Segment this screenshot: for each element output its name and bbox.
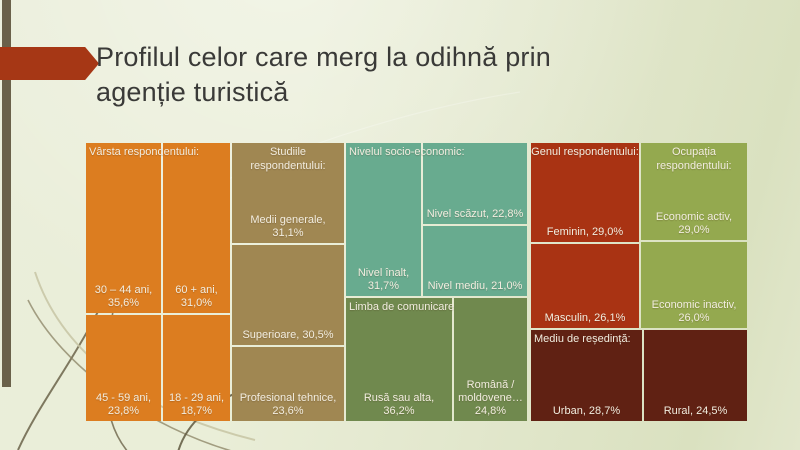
- title-ribbon-arrow-icon: [0, 47, 99, 80]
- treemap-block-label: Nivel scăzut, 22,8%: [426, 208, 524, 220]
- treemap-block-60-plus-ani: 60 + ani, 31,0%: [163, 143, 230, 313]
- treemap-block-label: Economic activ, 29,0%: [655, 211, 733, 236]
- treemap-block-label: Economic inactiv, 26,0%: [651, 299, 737, 324]
- treemap-block-economic-inactiv: Economic inactiv, 26,0%: [641, 242, 747, 328]
- treemap-block-romana-moldoveneasca: Română / moldovene… 24,8%: [454, 298, 527, 421]
- treemap-block-label: Română / moldovene… 24,8%: [458, 379, 523, 417]
- treemap-block-masculin: Masculin, 26,1%: [531, 244, 639, 328]
- treemap-block-label: Rusă sau alta, 36,2%: [363, 392, 435, 417]
- treemap-block-label: 30 – 44 ani, 35,6%: [94, 284, 153, 309]
- treemap-block-label: Feminin, 29,0%: [546, 226, 624, 238]
- treemap-block-label: Profesional tehnice, 23,6%: [239, 392, 337, 417]
- treemap-block-label: Nivel mediu, 21,0%: [427, 280, 523, 292]
- slide-title-line-2: agenție turistică: [96, 77, 289, 107]
- treemap-block-feminin: Feminin, 29,0%: [531, 143, 639, 242]
- treemap-block-superioare: Superioare, 30,5%: [232, 245, 344, 345]
- left-accent-bar: [2, 0, 11, 387]
- treemap-block-label: Rural, 24,5%: [663, 405, 728, 417]
- treemap-block-45-59-ani: 45 - 59 ani, 23,8%: [86, 315, 161, 421]
- slide-title-line-1: Profilul celor care merg la odihnă prin: [96, 42, 552, 72]
- treemap-block-30-44-ani: 30 – 44 ani, 35,6%: [86, 143, 161, 313]
- treemap-block-label: Masculin, 26,1%: [544, 312, 626, 324]
- treemap-block-label: 45 - 59 ani, 23,8%: [95, 392, 152, 417]
- treemap-block-label: 18 - 29 ani, 18,7%: [168, 392, 225, 417]
- treemap-chart: 30 – 44 ani, 35,6% 60 + ani, 31,0% 45 - …: [86, 143, 749, 421]
- slide-title: Profilul celor care merg la odihnă prin a…: [96, 40, 736, 110]
- treemap-block-18-29-ani: 18 - 29 ani, 18,7%: [163, 315, 230, 421]
- treemap-block-urban: Urban, 28,7%: [531, 330, 642, 421]
- treemap-block-nivel-inalt: Nivel înalt, 31,7%: [346, 143, 421, 296]
- treemap-block-nivel-scazut: Nivel scăzut, 22,8%: [423, 143, 527, 224]
- treemap-block-nivel-mediu: Nivel mediu, 21,0%: [423, 226, 527, 296]
- treemap-block-medii-generale: Medii generale, 31,1%: [232, 143, 344, 243]
- treemap-block-label: Urban, 28,7%: [552, 405, 621, 417]
- treemap-block-label: 60 + ani, 31,0%: [175, 284, 218, 309]
- treemap-block-label: Superioare, 30,5%: [242, 329, 334, 341]
- treemap-block-label: Nivel înalt, 31,7%: [357, 267, 410, 292]
- treemap-block-rural: Rural, 24,5%: [644, 330, 747, 421]
- treemap-block-rusa-sau-alta: Rusă sau alta, 36,2%: [346, 298, 452, 421]
- treemap-block-label: Medii generale, 31,1%: [250, 214, 326, 239]
- treemap-block-economic-activ: Economic activ, 29,0%: [641, 143, 747, 240]
- treemap-block-profesional-tehnice: Profesional tehnice, 23,6%: [232, 347, 344, 421]
